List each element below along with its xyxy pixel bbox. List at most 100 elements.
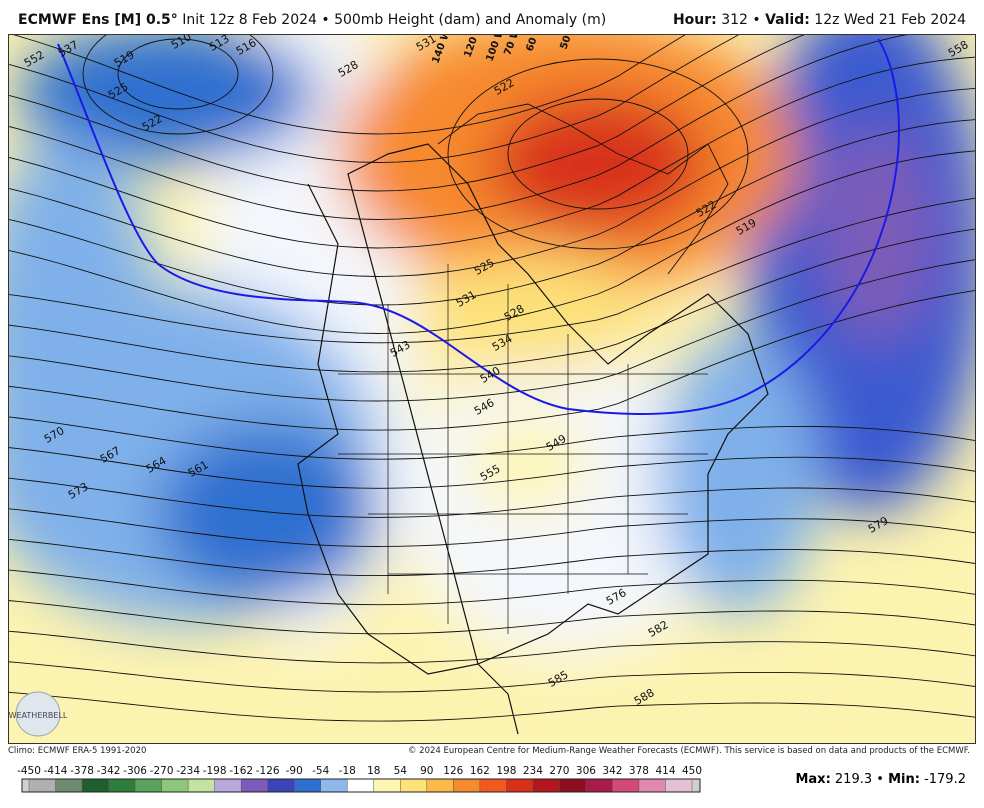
colorbar-tick-label: 18 (367, 765, 380, 777)
colorbar-segment (400, 779, 428, 792)
colorbar-tick-label: 234 (523, 765, 543, 777)
colorbar-segment (612, 779, 640, 792)
colorbar-segment (373, 779, 401, 792)
separator: • (876, 772, 884, 787)
colorbar-segment (638, 779, 666, 792)
colorbar-tick-label: -18 (339, 765, 356, 777)
colorbar-tick-label: 450 (682, 765, 702, 777)
contour-line (8, 569, 976, 606)
colorbar-segment (506, 779, 534, 792)
colorbar-segment (453, 779, 481, 792)
colorbar-tick-label: -342 (97, 765, 121, 777)
colorbar: -450 -414 -378 -342 -306 -270 -234 -198 -162 -126… (17, 765, 702, 793)
contour-line (8, 538, 976, 577)
description: Init 12z 8 Feb 2024 • 500mb Height (dam)… (182, 12, 607, 28)
colorbar-tick-label: 198 (496, 765, 516, 777)
contour-line (507, 98, 689, 210)
contour-line (8, 416, 976, 460)
contour-line (8, 119, 976, 306)
colorbar-tick-label: 90 (420, 765, 433, 777)
colorbar-frame (21, 778, 701, 793)
contour-line (8, 197, 976, 344)
max-value: 219.3 (834, 772, 873, 787)
colorbar-segment (214, 779, 242, 792)
copyright: © 2024 European Centre for Medium-Range … (407, 746, 970, 756)
colorbar-segment (241, 779, 269, 792)
min-value: -179.2 (924, 772, 966, 787)
colorbar-segment (559, 779, 587, 792)
contour-line (8, 600, 976, 635)
header-right: Hour: 312 • Valid: 12z Wed 21 Feb 2024 (673, 12, 966, 28)
model: ECMWF Ens [M] 0.5° (18, 12, 178, 28)
colorbar-tick-label: 270 (549, 765, 569, 777)
colorbar-tick-label: -162 (229, 765, 253, 777)
colorbar-tick-label: -270 (150, 765, 174, 777)
valid-value: 12z Wed 21 Feb 2024 (814, 12, 966, 28)
contour-line (82, 34, 274, 135)
colorbar-tick-label: 414 (655, 765, 675, 777)
colorbar-tick-label: -306 (123, 765, 147, 777)
contour-line (117, 38, 239, 110)
climo: Climo: ECMWF ERA-5 1991-2020 (8, 746, 147, 756)
header-left: ECMWF Ens [M] 0.5° Init 12z 8 Feb 2024 •… (18, 12, 606, 28)
colorbar-segment (585, 779, 613, 792)
colorbar-segment (665, 779, 693, 792)
colorbar-segment (188, 779, 216, 792)
colorbar-segment (267, 779, 295, 792)
colorbar-end (22, 779, 29, 792)
colorbar-tick-label: -414 (44, 765, 68, 777)
colorbar-tick-label: -126 (256, 765, 280, 777)
colorbar-segment (82, 779, 110, 792)
min-label: Min: (888, 772, 920, 787)
colorbar-tick-label: -378 (70, 765, 94, 777)
colorbar-segment (108, 779, 136, 792)
colorbar-segment (135, 779, 163, 792)
contour-line (8, 150, 976, 334)
contour-line (9, 34, 688, 135)
colorbar-tick-label: -234 (176, 765, 200, 777)
colorbar-tick-label: 54 (394, 765, 408, 777)
colorbar-tick-label: 162 (470, 765, 490, 777)
colorbar-segment (55, 779, 83, 792)
contour-line (8, 34, 742, 163)
colorbar-tick-label: -198 (203, 765, 227, 777)
contour-line (447, 58, 749, 250)
valid-label: Valid: (765, 12, 810, 28)
colorbar-tick-label: 342 (602, 765, 622, 777)
contour-line (8, 630, 976, 664)
colorbar-segment (532, 779, 560, 792)
stats: Max: 219.3 • Min: -179.2 (795, 772, 966, 787)
colorbar-segment (29, 779, 57, 792)
contour-line (8, 508, 976, 547)
contour-line (8, 259, 976, 402)
colorbar-segment (479, 779, 507, 792)
contour-line (8, 691, 976, 722)
hour-value: 312 • (721, 12, 761, 28)
colorbar-tick-label: 306 (576, 765, 596, 777)
colorbar-segment (347, 779, 375, 792)
colorbar-tick-label: -54 (312, 765, 329, 777)
max-label: Max: (795, 772, 831, 787)
contour-line (8, 447, 976, 489)
contour-line (8, 87, 976, 277)
logo: WEATHERBELL (9, 711, 68, 720)
contour-line (8, 34, 913, 220)
colorbar-segment (294, 779, 322, 792)
hour-label: Hour: (672, 12, 717, 28)
contour-line (8, 289, 976, 431)
colorbar-tick-label: -450 (17, 765, 41, 777)
colorbar-segment (320, 779, 348, 792)
colorbar-tick-label: 378 (629, 765, 649, 777)
colorbar-tick-label: 126 (443, 765, 463, 777)
contour-line (8, 228, 976, 373)
contour-line (8, 56, 976, 249)
colorbar-end (692, 779, 700, 792)
colorbar-tick-label: -90 (286, 765, 303, 777)
contour-line (8, 661, 976, 693)
contour-line (8, 34, 807, 192)
contour-line (8, 477, 976, 518)
colorbar-segment (426, 779, 454, 792)
